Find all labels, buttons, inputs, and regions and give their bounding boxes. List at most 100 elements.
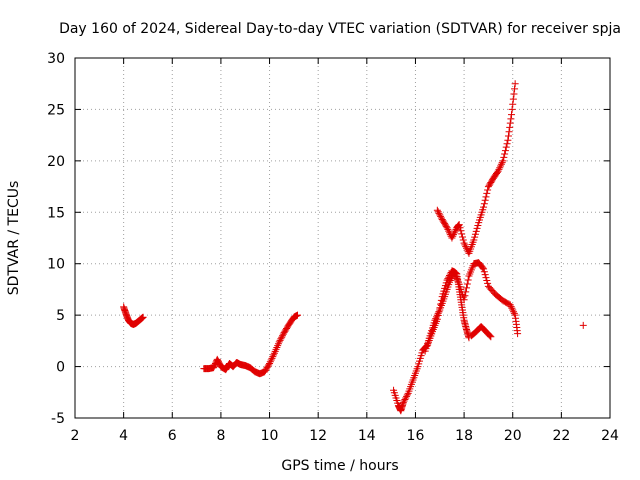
data-point <box>275 338 283 346</box>
data-point <box>483 277 491 285</box>
x-tick-label: 24 <box>601 428 619 444</box>
y-tick-label: 30 <box>47 51 65 67</box>
data-point <box>494 167 502 175</box>
data-point <box>509 306 517 314</box>
y-axis-label: SDTVAR / TECUs <box>6 181 22 296</box>
data-point <box>403 392 411 400</box>
data-point <box>461 241 469 249</box>
data-point <box>436 211 444 219</box>
data-point <box>266 358 274 366</box>
data-point <box>432 315 440 323</box>
data-points <box>120 80 587 415</box>
data-point <box>502 143 510 151</box>
series-sat-e <box>433 80 519 257</box>
data-point <box>450 231 458 239</box>
data-point <box>433 313 441 321</box>
series-sat-b <box>200 311 302 378</box>
data-point <box>472 227 480 235</box>
x-tick-label: 10 <box>261 428 279 444</box>
series-sat-g <box>579 321 587 329</box>
x-tick-label: 4 <box>119 428 128 444</box>
x-tick-label: 14 <box>358 428 376 444</box>
data-point <box>437 214 445 222</box>
data-point <box>456 224 464 232</box>
x-tick-label: 20 <box>504 428 522 444</box>
data-point <box>500 153 508 161</box>
data-point <box>463 284 471 292</box>
data-point <box>504 136 512 144</box>
grid-lines <box>75 58 610 418</box>
data-point <box>497 160 505 168</box>
plot-frame <box>74 57 611 419</box>
data-point <box>504 132 512 140</box>
data-point <box>446 278 453 286</box>
data-point <box>455 221 463 229</box>
data-point <box>482 274 490 282</box>
data-point <box>268 354 276 362</box>
data-point <box>514 330 522 338</box>
data-point <box>460 239 468 247</box>
x-tick-label: 22 <box>552 428 570 444</box>
data-point <box>399 399 407 407</box>
chart-title: Day 160 of 2024, Sidereal Day-to-day VTE… <box>59 21 621 37</box>
data-point <box>507 303 515 311</box>
data-point <box>435 308 443 316</box>
data-point <box>458 230 466 238</box>
data-point <box>482 193 490 201</box>
data-point <box>510 309 518 317</box>
data-point <box>434 309 442 317</box>
data-point <box>579 321 587 329</box>
data-point <box>435 209 443 217</box>
series-sat-f <box>467 322 495 341</box>
data-point <box>481 196 489 204</box>
data-point <box>462 288 470 296</box>
data-point <box>265 361 273 369</box>
y-tick-label: -5 <box>51 411 65 427</box>
data-point <box>509 95 517 103</box>
data-point <box>495 165 503 173</box>
data-point <box>442 222 450 230</box>
data-point <box>484 186 492 194</box>
data-point <box>402 394 410 402</box>
data-point <box>461 292 469 300</box>
data-point <box>443 224 451 232</box>
data-point <box>471 233 479 241</box>
y-tick-label: 20 <box>47 154 65 170</box>
data-point <box>508 111 516 119</box>
data-point <box>449 232 457 240</box>
data-point <box>506 119 514 127</box>
data-point <box>463 280 471 288</box>
data-point <box>139 313 147 321</box>
data-point <box>269 353 277 361</box>
data-point <box>499 157 507 165</box>
data-point <box>463 244 471 252</box>
data-point <box>506 123 514 131</box>
y-tick-label: 25 <box>47 102 65 118</box>
data-point <box>503 140 511 148</box>
y-tick-labels: -5 0 5 10 15 20 25 30 <box>47 51 65 427</box>
data-point <box>437 212 445 220</box>
x-tick-label: 18 <box>455 428 473 444</box>
data-point <box>501 147 509 155</box>
data-point <box>447 275 455 283</box>
data-point <box>400 397 408 405</box>
data-point <box>480 203 488 211</box>
data-point <box>497 162 505 170</box>
data-point <box>431 316 439 324</box>
x-tick-label: 12 <box>309 428 327 444</box>
data-point <box>448 273 456 281</box>
data-point <box>458 233 466 241</box>
data-point <box>266 359 274 367</box>
x-tick-label: 16 <box>407 428 425 444</box>
x-tick-label: 6 <box>168 428 177 444</box>
data-point <box>267 356 275 364</box>
data-point <box>434 208 442 216</box>
data-point <box>433 206 441 214</box>
x-tick-label: 8 <box>216 428 225 444</box>
data-point <box>403 391 411 399</box>
y-tick-label: 15 <box>47 205 65 221</box>
data-point <box>279 330 287 338</box>
x-tick-label: 2 <box>71 428 80 444</box>
data-point <box>294 311 302 319</box>
